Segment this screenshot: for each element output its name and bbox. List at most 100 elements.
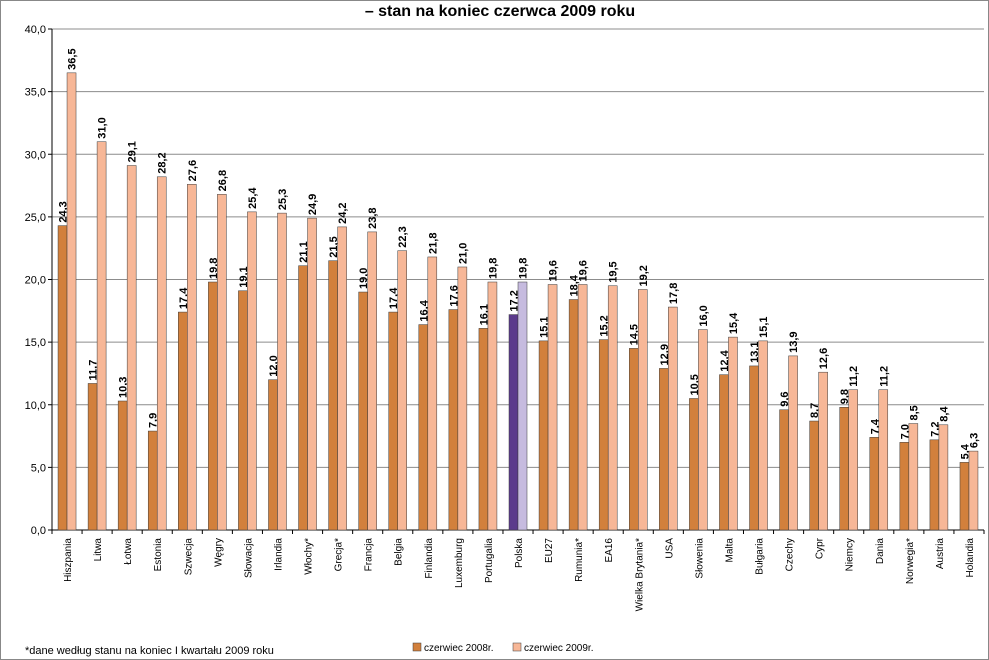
- data-label-2008: 19,0: [358, 268, 370, 289]
- x-tick-label: Finlandia: [424, 538, 435, 579]
- x-tick-label: Grecja*: [334, 538, 345, 571]
- bar-2009: [367, 231, 377, 531]
- x-tick-label: Szwecja: [183, 538, 194, 576]
- data-label-2008: 7,0: [899, 424, 911, 439]
- bar-2008: [809, 420, 819, 531]
- bar-2009: [156, 176, 167, 531]
- data-label-2008: 12,9: [659, 344, 671, 365]
- bar-2009: [397, 250, 407, 531]
- bar-2008: [929, 439, 940, 531]
- data-label-2008: 24,3: [58, 201, 70, 222]
- x-tick-label: Polska: [514, 538, 525, 568]
- data-label-2009: 19,5: [608, 261, 620, 282]
- data-label-2009: 8,5: [908, 405, 920, 420]
- data-label-2008: 9,8: [839, 389, 851, 404]
- data-label-2009: 25,3: [277, 189, 289, 210]
- bar-2009: [607, 285, 618, 531]
- bar-2009: [758, 340, 768, 531]
- bar-2008: [869, 437, 880, 531]
- data-label-2009: 22,3: [397, 226, 409, 247]
- data-label-2008: 15,1: [539, 316, 551, 337]
- data-label-2008: 17,4: [388, 287, 400, 309]
- bar-2009: [96, 141, 107, 531]
- data-label-2009: 8,4: [938, 406, 950, 422]
- bar-2009: [126, 165, 137, 531]
- legend-swatch-2009: [512, 642, 522, 652]
- bar-2008: [689, 398, 699, 531]
- data-label-2008: 21,1: [298, 241, 310, 262]
- x-tick-label: Portugalia: [484, 538, 495, 583]
- bar-2008: [659, 368, 669, 531]
- bar-2008: [268, 379, 278, 531]
- bar-2008: [238, 290, 248, 531]
- data-label-2009: 25,4: [247, 187, 259, 209]
- bar-2009: [187, 184, 197, 531]
- y-tick-label: 35,0: [25, 87, 46, 99]
- bar-2009: [908, 423, 919, 531]
- data-label-2008: 8,7: [809, 403, 821, 418]
- data-label-2009: 36,5: [67, 48, 79, 69]
- y-tick-label: 25,0: [25, 212, 46, 224]
- bar-2008: [568, 299, 579, 531]
- y-tick-label: 40,0: [25, 24, 46, 36]
- bar-2008: [508, 314, 519, 531]
- data-label-2009: 19,8: [487, 258, 499, 279]
- x-tick-label: Austria: [935, 538, 946, 570]
- bar-2009: [457, 266, 468, 531]
- bar-2008: [418, 324, 429, 531]
- bar-2008: [749, 365, 759, 531]
- bar-2008: [208, 281, 218, 531]
- data-label-2008: 14,5: [629, 324, 641, 345]
- bar-2008: [178, 311, 188, 531]
- bar-2009: [698, 329, 708, 531]
- data-label-2009: 21,0: [457, 243, 469, 264]
- data-label-2008: 10,3: [118, 377, 130, 398]
- data-label-2009: 15,1: [758, 316, 770, 337]
- x-tick-label: EU27: [544, 538, 555, 563]
- bar-2009: [487, 281, 498, 531]
- y-tick-label: 5,0: [31, 462, 46, 474]
- data-label-2009: 19,6: [578, 260, 590, 281]
- data-label-2009: 11,2: [878, 366, 890, 387]
- data-label-2008: 12,4: [719, 349, 731, 371]
- legend: czerwiec 2008r. czerwiec 2009r.: [412, 642, 593, 654]
- bar-2008: [629, 348, 639, 531]
- data-label-2009: 19,8: [518, 258, 530, 279]
- data-label-2009: 24,2: [337, 202, 349, 223]
- x-tick-label: Słowacja: [243, 538, 254, 578]
- x-tick-label: Włochy*: [304, 538, 315, 575]
- bar-2008: [328, 260, 338, 531]
- data-label-2008: 7,9: [148, 413, 160, 428]
- x-tick-label: Czechy: [785, 538, 796, 571]
- legend-label-2008: czerwiec 2008r.: [424, 643, 493, 654]
- data-label-2008: 11,7: [88, 360, 100, 381]
- bar-2008: [719, 374, 729, 531]
- bar-2008: [598, 339, 609, 531]
- bar-2009: [427, 256, 438, 531]
- footnote: *dane według stanu na koniec I kwartału …: [25, 645, 274, 657]
- data-label-2009: 24,9: [307, 194, 319, 215]
- x-tick-label: Estonia: [153, 538, 164, 572]
- bar-2009: [638, 289, 648, 531]
- bar-2008: [298, 265, 308, 531]
- x-tick-label: Rumunia*: [574, 538, 585, 582]
- bar-2009: [788, 355, 798, 531]
- legend-label-2009: czerwiec 2009r.: [524, 643, 593, 654]
- bar-2009: [547, 284, 558, 531]
- data-label-2008: 18,4: [569, 274, 581, 296]
- bar-2009: [307, 217, 317, 531]
- x-tick-label: Dania: [875, 538, 886, 565]
- data-label-2008: 17,6: [448, 285, 460, 306]
- data-label-2008: 19,8: [208, 258, 220, 279]
- data-label-2009: 29,1: [127, 141, 139, 162]
- y-tick-label: 0,0: [31, 525, 46, 537]
- chart-title: – stan na koniec czerwca 2009 roku: [365, 3, 635, 20]
- bar-2008: [899, 442, 910, 531]
- bar-2008: [839, 407, 849, 531]
- x-tick-label: Malta: [724, 538, 735, 563]
- x-tick-label: Łotwa: [123, 538, 134, 565]
- x-tick-label: Holandia: [965, 538, 976, 578]
- x-tick-label: Słowenia: [694, 538, 705, 579]
- y-tick-label: 10,0: [25, 400, 46, 412]
